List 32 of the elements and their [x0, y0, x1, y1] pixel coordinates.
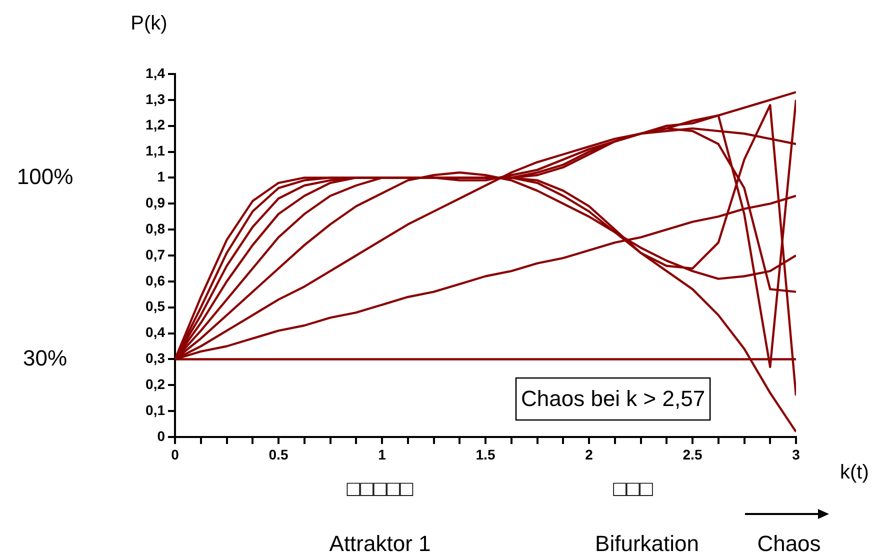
text: Chaos [757, 531, 821, 556]
text: □□□□□ [346, 476, 414, 502]
y-tick-label: 1 [157, 168, 166, 185]
y-tick-label: 1,1 [146, 142, 166, 159]
y-tick-label: 0 [157, 428, 166, 444]
x-tick-label: 0 [171, 446, 180, 462]
y-axis-title: P(k) [130, 12, 168, 35]
y-tick-label: 0,8 [146, 220, 166, 236]
x-axis-title: k(t) [840, 462, 869, 484]
y-tick-label: 0,2 [146, 376, 166, 392]
y-tick-label: 0,1 [146, 402, 166, 418]
y-tick-label: 0,3 [146, 350, 166, 366]
annotation: Chaos bei k > 2,57 [521, 386, 706, 412]
y-tick-label: 0,6 [146, 272, 166, 288]
y-tick-label: 1,2 [146, 116, 166, 133]
y-tick-label: 1,4 [146, 64, 166, 81]
text: 0.5 [268, 446, 288, 462]
text: 100% [16, 164, 74, 189]
y-tick-label: 0,7 [146, 246, 166, 262]
y-tick-label: 1,3 [146, 90, 166, 107]
y-tick-label: 0,5 [146, 298, 166, 314]
text: □□□ [613, 476, 654, 502]
x-tick-label: 1.5 [476, 446, 496, 462]
x-tick-label: 2 [585, 446, 594, 462]
x-tick-label: 3 [792, 446, 800, 462]
x-tick-label: 2.5 [682, 446, 702, 462]
text: Attraktor 1 [329, 531, 431, 556]
y-tick-label: 0,9 [146, 194, 166, 210]
text: 30% [22, 345, 68, 370]
text: Bifurkation [595, 531, 699, 556]
x-tick-label: 1 [378, 446, 386, 462]
y-tick-label: 0,4 [146, 324, 166, 340]
